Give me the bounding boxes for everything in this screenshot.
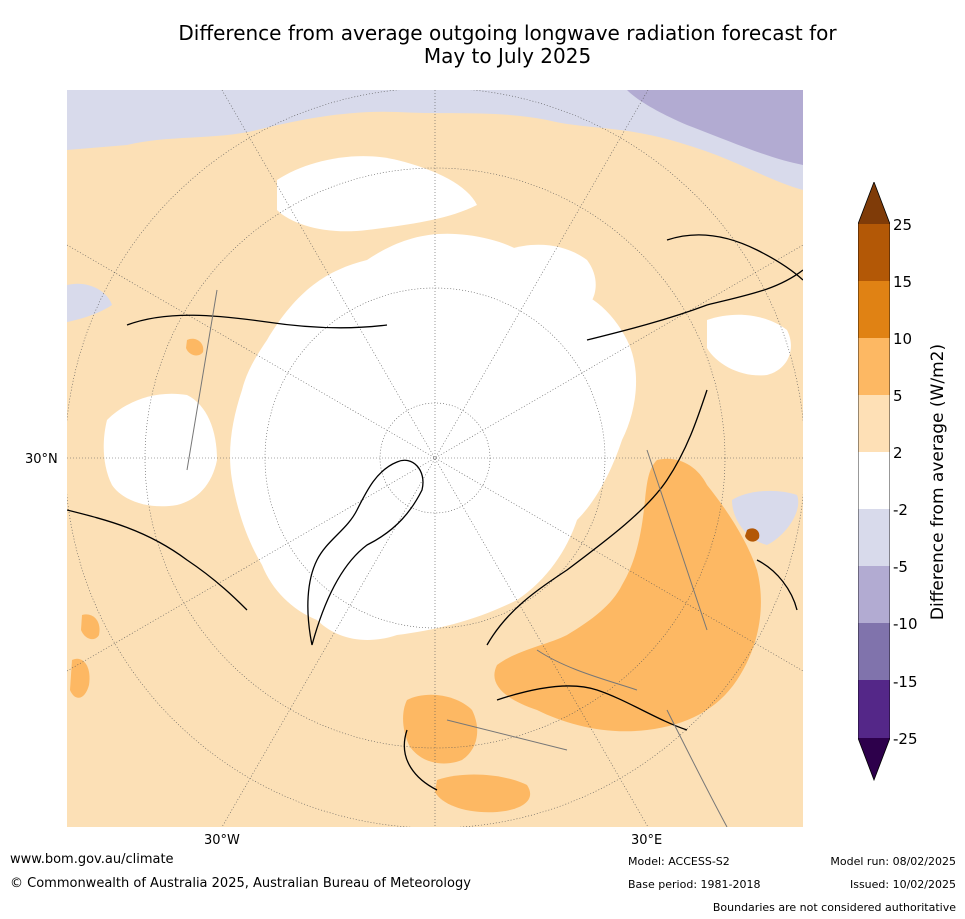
neutral-region-north-canada: [103, 393, 217, 507]
coastlines: [67, 234, 803, 791]
colorbar-tick-m2: -2: [893, 501, 908, 519]
negative-anomaly-west: [67, 283, 112, 322]
title-line-2: May to July 2025: [423, 44, 592, 68]
colorbar-neutral: [858, 452, 890, 509]
colorbar-label: Difference from average (W/m2): [928, 343, 948, 621]
colorbar-10-15: [858, 281, 890, 338]
positive-anomaly-pacific-small: [70, 658, 90, 698]
footer-website: www.bom.gov.au/climate: [10, 852, 174, 867]
polar-map: [67, 90, 803, 827]
graticule: [67, 90, 803, 827]
colorbar-tick-25: 25: [893, 216, 913, 234]
colorbar-15-25: [858, 224, 890, 281]
positive-anomaly-atlantic-small: [81, 614, 100, 640]
lon-label-30e: 30°E: [631, 833, 663, 848]
positive-anomaly-10-15: [745, 528, 760, 542]
positive-anomaly-mediterranean: [435, 774, 531, 813]
positive-anomaly-alaska-small: [186, 338, 204, 356]
colorbar-m5-m10: [858, 566, 890, 623]
colorbar-tick-15: 15: [893, 273, 913, 291]
footer-issued: Issued: 10/02/2025: [849, 878, 956, 891]
colorbar-tick-m5: -5: [893, 558, 908, 576]
colorbar-over-arrow: [858, 182, 890, 224]
colorbar-under-arrow: [858, 738, 890, 780]
colorbar-m15-m25: [858, 680, 890, 738]
colorbar-2-5: [858, 395, 890, 452]
colorbar-tick-5: 5: [893, 387, 903, 405]
footer-model-run: Model run: 08/02/2025: [830, 855, 956, 868]
colorbar-tick-m25: -25: [893, 730, 918, 748]
neutral-region-arctic: [230, 233, 637, 640]
map-title: Difference from average outgoing longwav…: [0, 22, 965, 68]
title-line-1: Difference from average outgoing longwav…: [178, 21, 837, 45]
colorbar-tick-2: 2: [893, 444, 903, 462]
footer-disclaimer: Boundaries are not considered authoritat…: [712, 901, 956, 914]
negative-anomaly-strong: [627, 90, 803, 165]
colorbar-outline: [858, 182, 890, 782]
colorbar-tick-m15: -15: [893, 673, 918, 691]
anomaly-map-svg: [67, 90, 803, 827]
colorbar: [858, 182, 890, 782]
lat-label-30n: 30°N: [25, 452, 58, 467]
footer-copyright: © Commonwealth of Australia 2025, Austra…: [10, 876, 471, 891]
colorbar-5-10: [858, 338, 890, 395]
colorbar-m10-m15: [858, 623, 890, 680]
lon-label-30w: 30°W: [204, 833, 240, 848]
footer-base-period: Base period: 1981-2018: [628, 878, 761, 891]
footer-model: Model: ACCESS-S2: [628, 855, 730, 868]
negative-anomaly-north-pacific: [67, 90, 803, 190]
colorbar-tick-m10: -10: [893, 615, 918, 633]
colorbar-m2-m5: [858, 509, 890, 566]
colorbar-tick-10: 10: [893, 330, 913, 348]
neutral-region-pacific: [277, 156, 477, 232]
positive-anomaly-europe-west: [403, 694, 478, 764]
neutral-region-east: [707, 314, 791, 376]
country-borders: [186, 289, 728, 827]
